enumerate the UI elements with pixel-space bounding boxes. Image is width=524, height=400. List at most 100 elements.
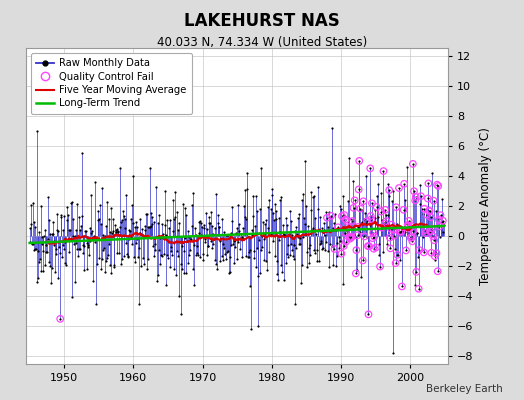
Point: [261, 217, 270, 223]
Point: [236, 245, 244, 252]
Point: [408, 238, 417, 244]
Point: [217, 253, 226, 260]
Point: [244, 254, 253, 260]
Point: [369, 230, 377, 236]
Point: [252, 193, 260, 199]
Point: [414, 286, 423, 292]
Point: [386, 245, 395, 252]
Point: [149, 218, 158, 225]
Point: [386, 245, 395, 252]
Point: [374, 214, 382, 220]
Point: [342, 223, 351, 229]
Point: [179, 270, 188, 276]
Point: [399, 228, 407, 234]
Point: [29, 200, 37, 206]
Point: [301, 202, 310, 209]
Point: [102, 223, 111, 230]
Point: [246, 247, 255, 253]
Point: [38, 240, 46, 247]
Point: [405, 218, 413, 224]
Point: [232, 255, 241, 262]
Point: [40, 261, 49, 268]
Point: [415, 247, 423, 253]
Point: [110, 262, 118, 268]
Point: [247, 326, 255, 332]
Point: [354, 224, 362, 230]
Point: [195, 254, 204, 260]
Point: [307, 189, 315, 196]
Point: [53, 275, 62, 281]
Point: [200, 224, 209, 231]
Point: [225, 270, 233, 276]
Text: 40.033 N, 74.334 W (United States): 40.033 N, 74.334 W (United States): [157, 36, 367, 49]
Point: [52, 211, 61, 218]
Point: [131, 224, 139, 230]
Point: [409, 161, 417, 167]
Point: [190, 282, 198, 288]
Point: [173, 253, 182, 260]
Point: [226, 254, 234, 260]
Point: [118, 256, 126, 262]
Point: [137, 231, 146, 237]
Point: [409, 228, 418, 234]
Point: [112, 228, 121, 235]
Point: [160, 188, 169, 194]
Point: [177, 310, 185, 317]
Point: [424, 195, 432, 202]
Point: [350, 232, 358, 238]
Point: [287, 218, 295, 224]
Point: [292, 244, 300, 251]
Point: [428, 226, 436, 232]
Point: [269, 210, 278, 216]
Point: [218, 216, 226, 222]
Point: [386, 234, 394, 241]
Point: [36, 256, 44, 262]
Point: [413, 230, 422, 237]
Point: [384, 212, 392, 219]
Point: [420, 249, 428, 256]
Point: [315, 258, 323, 264]
Point: [395, 185, 403, 191]
Point: [433, 268, 442, 274]
Point: [45, 259, 53, 266]
Point: [174, 227, 182, 234]
Point: [379, 248, 387, 255]
Point: [51, 251, 60, 258]
Point: [130, 254, 138, 260]
Point: [286, 252, 294, 258]
Point: [380, 220, 388, 226]
Point: [427, 250, 435, 256]
Point: [362, 220, 370, 226]
Point: [334, 224, 342, 230]
Point: [283, 241, 292, 248]
Point: [398, 283, 406, 290]
Point: [228, 204, 236, 210]
Point: [347, 234, 356, 240]
Point: [205, 214, 213, 220]
Point: [56, 316, 64, 322]
Point: [341, 229, 349, 236]
Point: [203, 226, 211, 232]
Point: [351, 234, 359, 240]
Point: [226, 242, 235, 248]
Point: [90, 235, 98, 241]
Point: [338, 213, 346, 219]
Point: [84, 242, 93, 248]
Point: [384, 180, 392, 187]
Point: [293, 234, 302, 240]
Point: [235, 227, 243, 234]
Point: [296, 234, 304, 241]
Point: [202, 210, 210, 216]
Point: [140, 261, 148, 267]
Point: [124, 253, 133, 259]
Point: [243, 170, 251, 176]
Point: [167, 248, 176, 254]
Point: [420, 206, 429, 212]
Point: [422, 206, 430, 212]
Point: [277, 194, 285, 200]
Point: [38, 234, 47, 240]
Point: [62, 216, 71, 223]
Point: [348, 218, 356, 224]
Point: [434, 216, 443, 223]
Point: [80, 243, 88, 250]
